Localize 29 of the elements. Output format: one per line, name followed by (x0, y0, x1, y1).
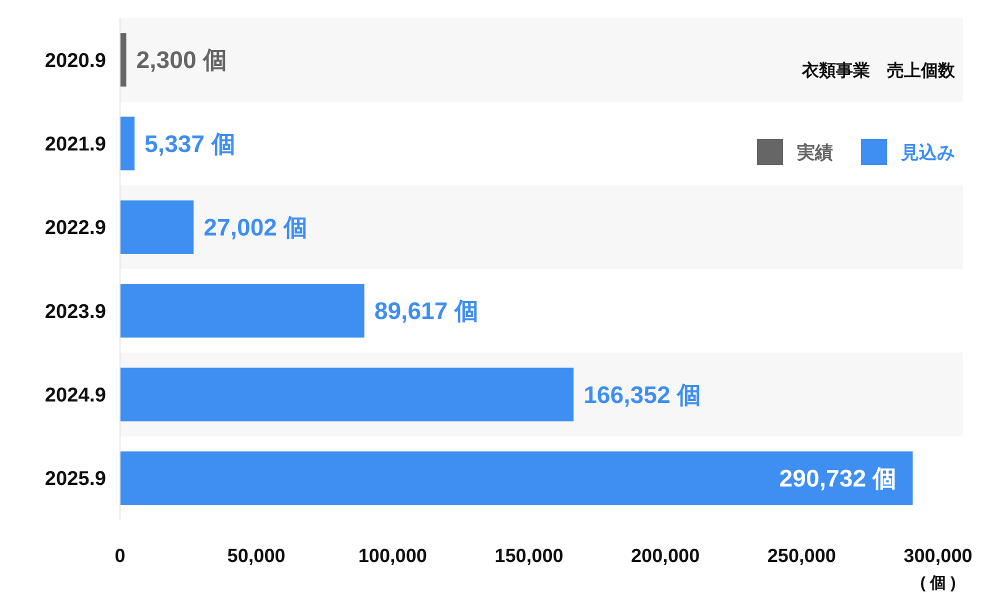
x-tick-label: 150,000 (494, 546, 564, 567)
y-tick-label: 2024.9 (44, 384, 106, 406)
y-tick-label: 2021.9 (44, 134, 106, 156)
bar (120, 284, 364, 338)
x-tick-label: 200,000 (630, 546, 700, 567)
y-tick-label: 2023.9 (44, 300, 106, 323)
data-label: 27,002 個 (204, 214, 308, 242)
x-tick-label: 250,000 (767, 546, 836, 567)
text: 衣類事業 売上個数 (801, 61, 956, 80)
data-label: 290,732 個 (779, 466, 897, 493)
legend-label: 実績 (796, 142, 833, 162)
data-label: 166,352 個 (584, 382, 702, 409)
x-axis-title: ( 個 ) (920, 574, 956, 592)
y-tick-label: 2025.9 (44, 468, 106, 490)
x-tick-label: 0 (114, 546, 126, 567)
y-tick-label: 2020.9 (44, 50, 106, 72)
x-tick-label: 300,000 (904, 546, 972, 567)
x-tick-label: 50,000 (227, 546, 286, 567)
data-label: 89,617 個 (374, 298, 478, 326)
x-tick-label: 100,000 (358, 546, 428, 567)
legend-label: 見込み (900, 142, 955, 162)
y-tick-label: 2022.9 (44, 217, 106, 240)
data-label: 2,300 個 (136, 47, 228, 74)
bar (120, 116, 135, 170)
bar (120, 33, 126, 87)
bar (120, 368, 574, 422)
bar (120, 451, 913, 505)
bar (120, 200, 194, 254)
data-label: 5,337 個 (144, 130, 236, 158)
